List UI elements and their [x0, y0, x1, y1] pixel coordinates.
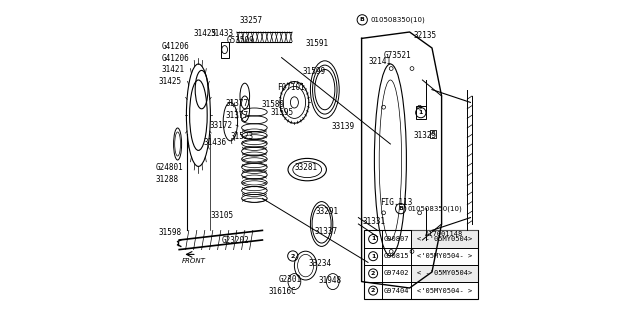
Text: 31523: 31523 — [231, 132, 254, 140]
Text: 31337: 31337 — [315, 227, 338, 236]
Text: G2301: G2301 — [279, 275, 302, 284]
Text: 31288: 31288 — [156, 175, 179, 184]
Text: 31436: 31436 — [204, 138, 227, 147]
Text: 33172: 33172 — [210, 121, 233, 130]
Text: 33291: 33291 — [316, 207, 339, 216]
Text: 31433: 31433 — [211, 29, 234, 38]
Bar — [430, 130, 436, 138]
Text: FIG.113: FIG.113 — [380, 198, 412, 207]
Text: F07101: F07101 — [276, 83, 305, 92]
Text: 31591: 31591 — [306, 39, 329, 48]
Text: 31425: 31425 — [194, 29, 217, 38]
Text: 31616C: 31616C — [268, 287, 296, 296]
Text: G41206: G41206 — [161, 42, 189, 51]
Text: G97404: G97404 — [383, 288, 409, 294]
Text: 31595: 31595 — [270, 108, 293, 117]
Text: G90807: G90807 — [383, 236, 409, 242]
Text: 31598: 31598 — [159, 228, 182, 237]
Text: 33105: 33105 — [211, 211, 234, 220]
Text: 1: 1 — [371, 254, 375, 259]
Text: 010508350(10): 010508350(10) — [408, 205, 463, 212]
Bar — [411, 265, 477, 282]
Text: 31377: 31377 — [225, 111, 248, 120]
Bar — [416, 106, 426, 119]
Bar — [411, 230, 477, 248]
Text: 31599: 31599 — [302, 67, 325, 76]
Text: A17001148: A17001148 — [425, 231, 463, 237]
Text: 32141: 32141 — [369, 57, 392, 66]
Text: <'05MY0504- >: <'05MY0504- > — [417, 288, 472, 294]
Text: 31948: 31948 — [318, 276, 341, 285]
Text: 33257: 33257 — [239, 16, 263, 25]
Text: 2: 2 — [371, 288, 375, 293]
Text: < -'05MY0504>: < -'05MY0504> — [417, 236, 472, 242]
Text: 31331: 31331 — [362, 217, 385, 226]
Text: 1: 1 — [419, 110, 423, 115]
Text: 32135: 32135 — [413, 31, 436, 40]
Text: 31425: 31425 — [158, 77, 181, 86]
Text: 31377: 31377 — [225, 99, 248, 108]
Text: G90815: G90815 — [383, 253, 409, 259]
Text: B: B — [398, 206, 403, 211]
Text: 33234: 33234 — [308, 260, 332, 268]
Text: G24801: G24801 — [156, 163, 184, 172]
Bar — [221, 42, 229, 58]
Text: 33139: 33139 — [332, 122, 355, 131]
Text: 33281: 33281 — [294, 163, 317, 172]
Text: G53509: G53509 — [227, 36, 255, 44]
Text: 1: 1 — [371, 236, 375, 242]
Text: < -'05MY0504>: < -'05MY0504> — [417, 270, 472, 276]
Text: G97402: G97402 — [383, 270, 409, 276]
Text: 31325: 31325 — [413, 131, 436, 140]
Text: 2: 2 — [291, 253, 295, 259]
Text: FRONT: FRONT — [182, 258, 205, 264]
Text: G23202: G23202 — [221, 236, 249, 245]
Text: 010508350(10): 010508350(10) — [371, 17, 426, 23]
Text: G41206: G41206 — [161, 54, 189, 63]
Text: <'05MY0504- >: <'05MY0504- > — [417, 253, 472, 259]
Text: 31421: 31421 — [162, 65, 185, 74]
Text: B: B — [360, 17, 365, 22]
Text: 31589: 31589 — [261, 100, 284, 108]
Text: G73521: G73521 — [383, 51, 412, 60]
Text: 2: 2 — [371, 271, 375, 276]
Bar — [364, 230, 477, 299]
